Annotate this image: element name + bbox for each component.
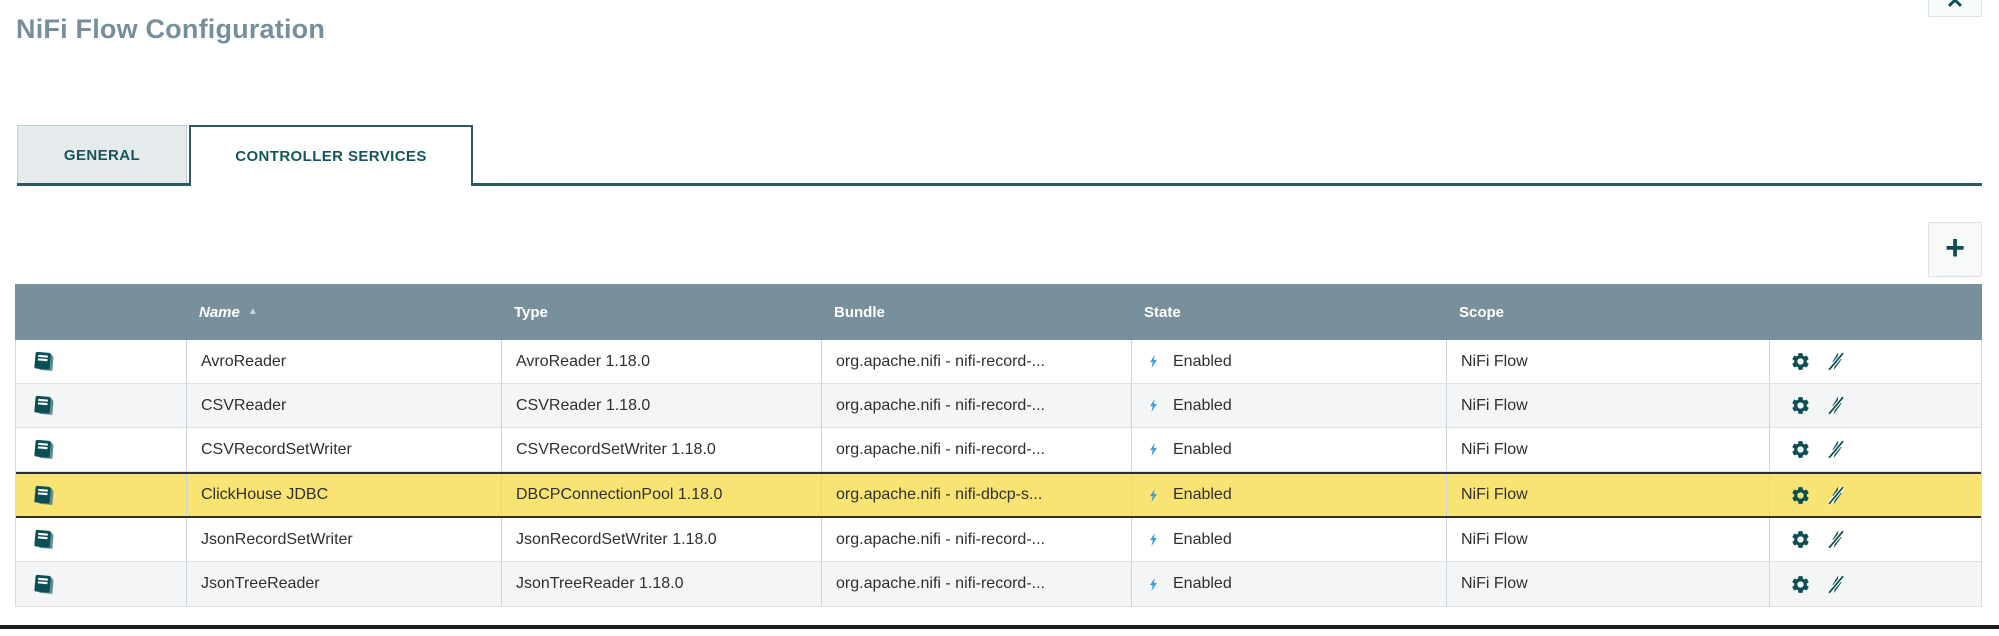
- page-title: NiFi Flow Configuration: [16, 14, 326, 44]
- service-bundle: org.apache.nifi - nifi-dbcp-s...: [821, 474, 1131, 516]
- enabled-bolt-icon: [1146, 530, 1161, 549]
- service-state: Enabled: [1173, 440, 1232, 458]
- enabled-bolt-icon: [1146, 486, 1161, 505]
- tab-underline: [17, 183, 1982, 186]
- table-header-row: Name ▲ Type Bundle State Scope: [15, 284, 1982, 340]
- usage-book-icon: [31, 437, 56, 462]
- column-header-bundle[interactable]: Bundle: [834, 303, 885, 321]
- disable-bolt-slash-icon[interactable]: [1826, 484, 1847, 506]
- usage-book-icon: [31, 349, 56, 374]
- column-header-scope[interactable]: Scope: [1459, 303, 1505, 321]
- column-header-name[interactable]: Name ▲: [185, 304, 500, 321]
- window-bottom-edge: [0, 625, 1999, 629]
- service-scope: NiFi Flow: [1446, 384, 1769, 427]
- service-bundle: org.apache.nifi - nifi-record-...: [821, 384, 1131, 427]
- table-body: AvroReader AvroReader 1.18.0 org.apache.…: [15, 340, 1982, 607]
- service-scope: NiFi Flow: [1446, 340, 1769, 383]
- disable-bolt-slash-icon[interactable]: [1826, 439, 1847, 460]
- disable-bolt-slash-icon[interactable]: [1826, 395, 1847, 416]
- close-button[interactable]: ✕: [1928, 0, 1982, 17]
- column-header-type[interactable]: Type: [514, 303, 548, 321]
- service-bundle: org.apache.nifi - nifi-record-...: [821, 518, 1131, 561]
- table-row[interactable]: CSVReader CSVReader 1.18.0 org.apache.ni…: [16, 384, 1981, 428]
- configure-gear-icon[interactable]: [1790, 574, 1811, 595]
- service-name: CSVReader: [186, 384, 501, 427]
- enabled-bolt-icon: [1146, 575, 1161, 594]
- service-name: JsonTreeReader: [186, 562, 501, 606]
- service-type: AvroReader 1.18.0: [501, 340, 821, 383]
- service-bundle: org.apache.nifi - nifi-record-...: [821, 562, 1131, 606]
- usage-book-icon: [31, 483, 56, 508]
- service-type: CSVRecordSetWriter 1.18.0: [501, 428, 821, 471]
- service-state: Enabled: [1173, 530, 1232, 548]
- close-icon: ✕: [1945, 0, 1965, 13]
- configure-gear-icon[interactable]: [1790, 351, 1811, 372]
- service-scope: NiFi Flow: [1446, 428, 1769, 471]
- configure-gear-icon[interactable]: [1790, 439, 1811, 460]
- service-scope: NiFi Flow: [1446, 518, 1769, 561]
- tab-controller-services[interactable]: CONTROLLER SERVICES: [189, 125, 473, 186]
- disable-bolt-slash-icon[interactable]: [1826, 573, 1847, 595]
- service-type: JsonRecordSetWriter 1.18.0: [501, 518, 821, 561]
- sort-asc-icon: ▲: [247, 305, 258, 317]
- service-bundle: org.apache.nifi - nifi-record-...: [821, 428, 1131, 471]
- service-name: ClickHouse JDBC: [186, 474, 501, 516]
- service-state: Enabled: [1173, 352, 1232, 370]
- enabled-bolt-icon: [1146, 396, 1161, 415]
- service-state: Enabled: [1173, 575, 1232, 592]
- table-row[interactable]: ClickHouse JDBC DBCPConnectionPool 1.18.…: [16, 472, 1981, 518]
- column-header-name-label: Name: [199, 303, 240, 321]
- service-name: AvroReader: [186, 340, 501, 383]
- controller-services-table: Name ▲ Type Bundle State Scope AvroReade…: [15, 284, 1982, 607]
- table-row[interactable]: JsonRecordSetWriter JsonRecordSetWriter …: [16, 518, 1981, 562]
- configure-gear-icon[interactable]: [1790, 485, 1811, 506]
- table-row[interactable]: CSVRecordSetWriter CSVRecordSetWriter 1.…: [16, 428, 1981, 472]
- service-type: DBCPConnectionPool 1.18.0: [501, 474, 821, 516]
- add-controller-service-button[interactable]: +: [1928, 222, 1982, 277]
- usage-book-icon: [31, 572, 56, 597]
- service-type: CSVReader 1.18.0: [501, 384, 821, 427]
- tab-general[interactable]: GENERAL: [17, 125, 187, 185]
- enabled-bolt-icon: [1146, 440, 1161, 459]
- service-state: Enabled: [1173, 396, 1232, 414]
- table-row[interactable]: JsonTreeReader JsonTreeReader 1.18.0 org…: [16, 562, 1981, 606]
- service-name: CSVRecordSetWriter: [186, 428, 501, 471]
- column-header-state[interactable]: State: [1144, 303, 1181, 321]
- plus-icon: +: [1945, 229, 1965, 267]
- configure-gear-icon[interactable]: [1790, 529, 1811, 550]
- usage-book-icon: [31, 393, 56, 418]
- service-state: Enabled: [1173, 486, 1232, 503]
- disable-bolt-slash-icon[interactable]: [1826, 351, 1847, 372]
- tab-bar: GENERAL CONTROLLER SERVICES: [0, 125, 1999, 187]
- service-scope: NiFi Flow: [1446, 474, 1769, 516]
- enabled-bolt-icon: [1146, 352, 1161, 371]
- service-name: JsonRecordSetWriter: [186, 518, 501, 561]
- table-row[interactable]: AvroReader AvroReader 1.18.0 org.apache.…: [16, 340, 1981, 384]
- service-type: JsonTreeReader 1.18.0: [501, 562, 821, 606]
- disable-bolt-slash-icon[interactable]: [1826, 529, 1847, 550]
- configure-gear-icon[interactable]: [1790, 395, 1811, 416]
- usage-book-icon: [31, 527, 56, 552]
- service-bundle: org.apache.nifi - nifi-record-...: [821, 340, 1131, 383]
- service-scope: NiFi Flow: [1446, 562, 1769, 606]
